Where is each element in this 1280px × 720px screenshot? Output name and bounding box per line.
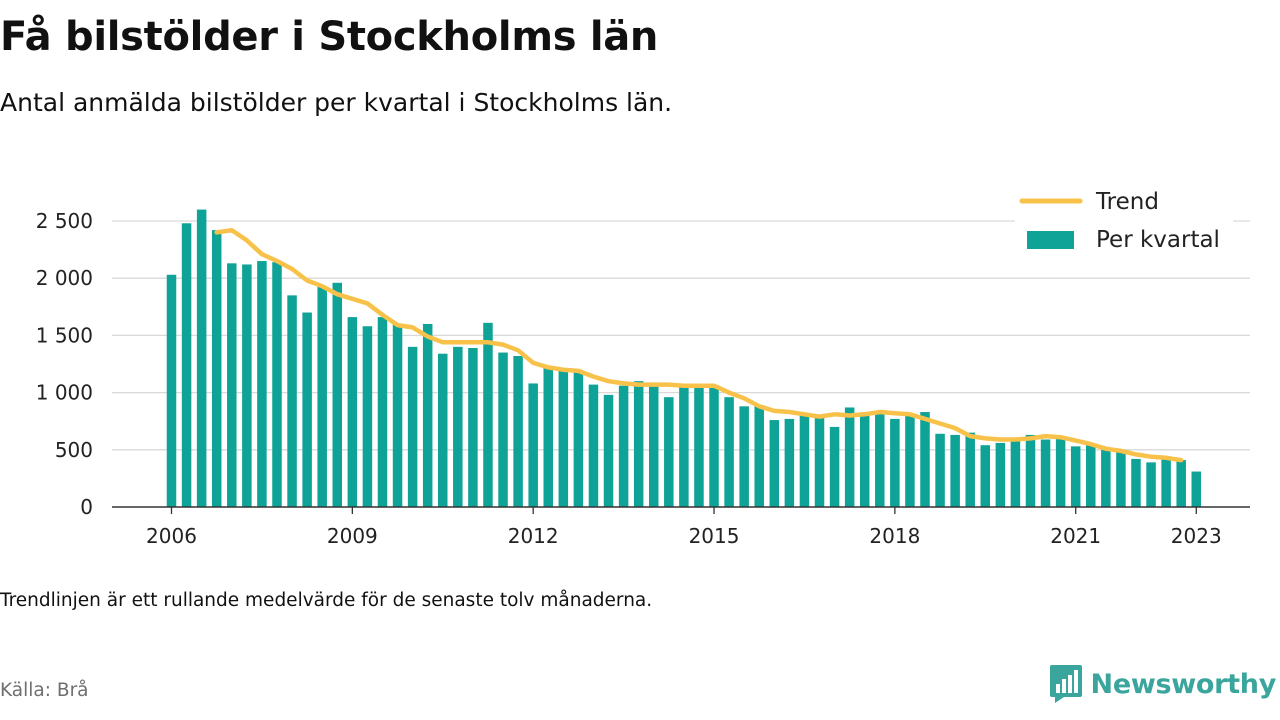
bar [453, 346, 463, 507]
bar [377, 317, 388, 507]
bar [950, 434, 960, 507]
bar [317, 286, 327, 507]
x-tick-label: 2018 [869, 524, 920, 548]
bar [558, 370, 569, 507]
x-tick-label: 2012 [508, 524, 559, 548]
bar [422, 323, 433, 507]
bar [1025, 434, 1036, 507]
y-tick-label: 2 000 [36, 266, 93, 290]
bar [633, 381, 644, 507]
chart-subtitle: Antal anmälda bilstölder per kvartal i S… [0, 88, 673, 117]
bar [724, 397, 734, 507]
legend-bar-label: Per kvartal [1096, 227, 1220, 253]
y-tick-label: 1 000 [36, 381, 93, 405]
bar [513, 355, 523, 507]
bar [679, 386, 689, 507]
bar [287, 295, 297, 507]
source-credit: Källa: Brå [0, 680, 89, 701]
bar [844, 407, 855, 507]
bar [814, 417, 825, 507]
bar [648, 384, 659, 507]
bar [739, 406, 749, 507]
bar [1101, 449, 1111, 507]
bar [302, 312, 312, 507]
bar [618, 385, 629, 507]
bar [1010, 440, 1021, 507]
footnote: Trendlinjen är ett rullande medelvärde f… [0, 590, 653, 611]
bar [438, 353, 448, 507]
bars [166, 209, 1202, 507]
bar [1131, 458, 1141, 507]
bar [965, 432, 975, 507]
legend-bar-swatch [1027, 231, 1074, 249]
bar [498, 352, 508, 507]
trend-layer [214, 227, 1184, 463]
bar [664, 397, 674, 507]
bar [1055, 438, 1066, 507]
bar [905, 415, 915, 507]
bar [829, 426, 840, 507]
brand-name: Newsworthy [1090, 668, 1277, 700]
bar [257, 261, 267, 507]
bar [754, 405, 764, 507]
bar [543, 366, 553, 507]
legend-trend-label: Trend [1095, 189, 1159, 215]
bar [347, 317, 358, 507]
legend-background [1015, 184, 1233, 270]
bar [1176, 460, 1186, 507]
bar [196, 209, 207, 507]
bar [603, 394, 614, 507]
bar [920, 412, 930, 507]
bar [859, 415, 870, 507]
bar [890, 418, 900, 507]
bar-chart: 0 500 1 000 1 500 2 000 2 500 2006 2009 2012 201… [36, 184, 1250, 548]
bar [483, 322, 493, 507]
bar [227, 263, 237, 507]
bar [573, 372, 584, 507]
bar [784, 418, 795, 507]
x-tick-label: 2023 [1171, 524, 1222, 548]
y-tick-label: 0 [80, 495, 93, 519]
bar [528, 383, 538, 507]
bar [694, 385, 704, 507]
x-tick-label: 2006 [146, 524, 197, 548]
bar [181, 223, 192, 507]
newsworthy-icon [1049, 665, 1082, 703]
bar [392, 323, 403, 507]
bar [799, 415, 810, 507]
bar [1116, 452, 1126, 507]
newsworthy-logo[interactable]: Newsworthy [1049, 664, 1276, 704]
x-tick-label: 2021 [1050, 524, 1101, 548]
bar [935, 433, 945, 507]
x-tick-label: 2009 [327, 524, 378, 548]
legend: Trend Per kvartal [1015, 184, 1233, 270]
bar [1146, 462, 1156, 507]
chart-title: Få bilstölder i Stockholms län [0, 14, 659, 60]
bar [362, 326, 373, 507]
bar [588, 384, 599, 507]
bar [332, 282, 343, 507]
bar [1086, 445, 1096, 507]
bar [709, 385, 719, 507]
bar [211, 230, 222, 507]
bar [1070, 446, 1081, 507]
y-tick-label: 2 500 [36, 209, 93, 233]
bar [166, 274, 177, 507]
bar [980, 445, 991, 507]
x-tick-label: 2015 [689, 524, 740, 548]
bar [1040, 439, 1051, 507]
axes: 2006 2009 2012 2015 2018 2021 2023 [112, 506, 1250, 548]
bar [1191, 471, 1202, 507]
bar [272, 262, 282, 507]
bar [1161, 458, 1171, 507]
bar [995, 442, 1006, 507]
bar [875, 412, 885, 507]
bar [769, 420, 780, 507]
y-tick-label: 1 500 [36, 323, 93, 347]
bar [468, 347, 478, 507]
bar [242, 264, 252, 507]
trend-line [214, 227, 1184, 463]
bar [407, 346, 418, 507]
y-tick-label: 500 [55, 438, 93, 462]
